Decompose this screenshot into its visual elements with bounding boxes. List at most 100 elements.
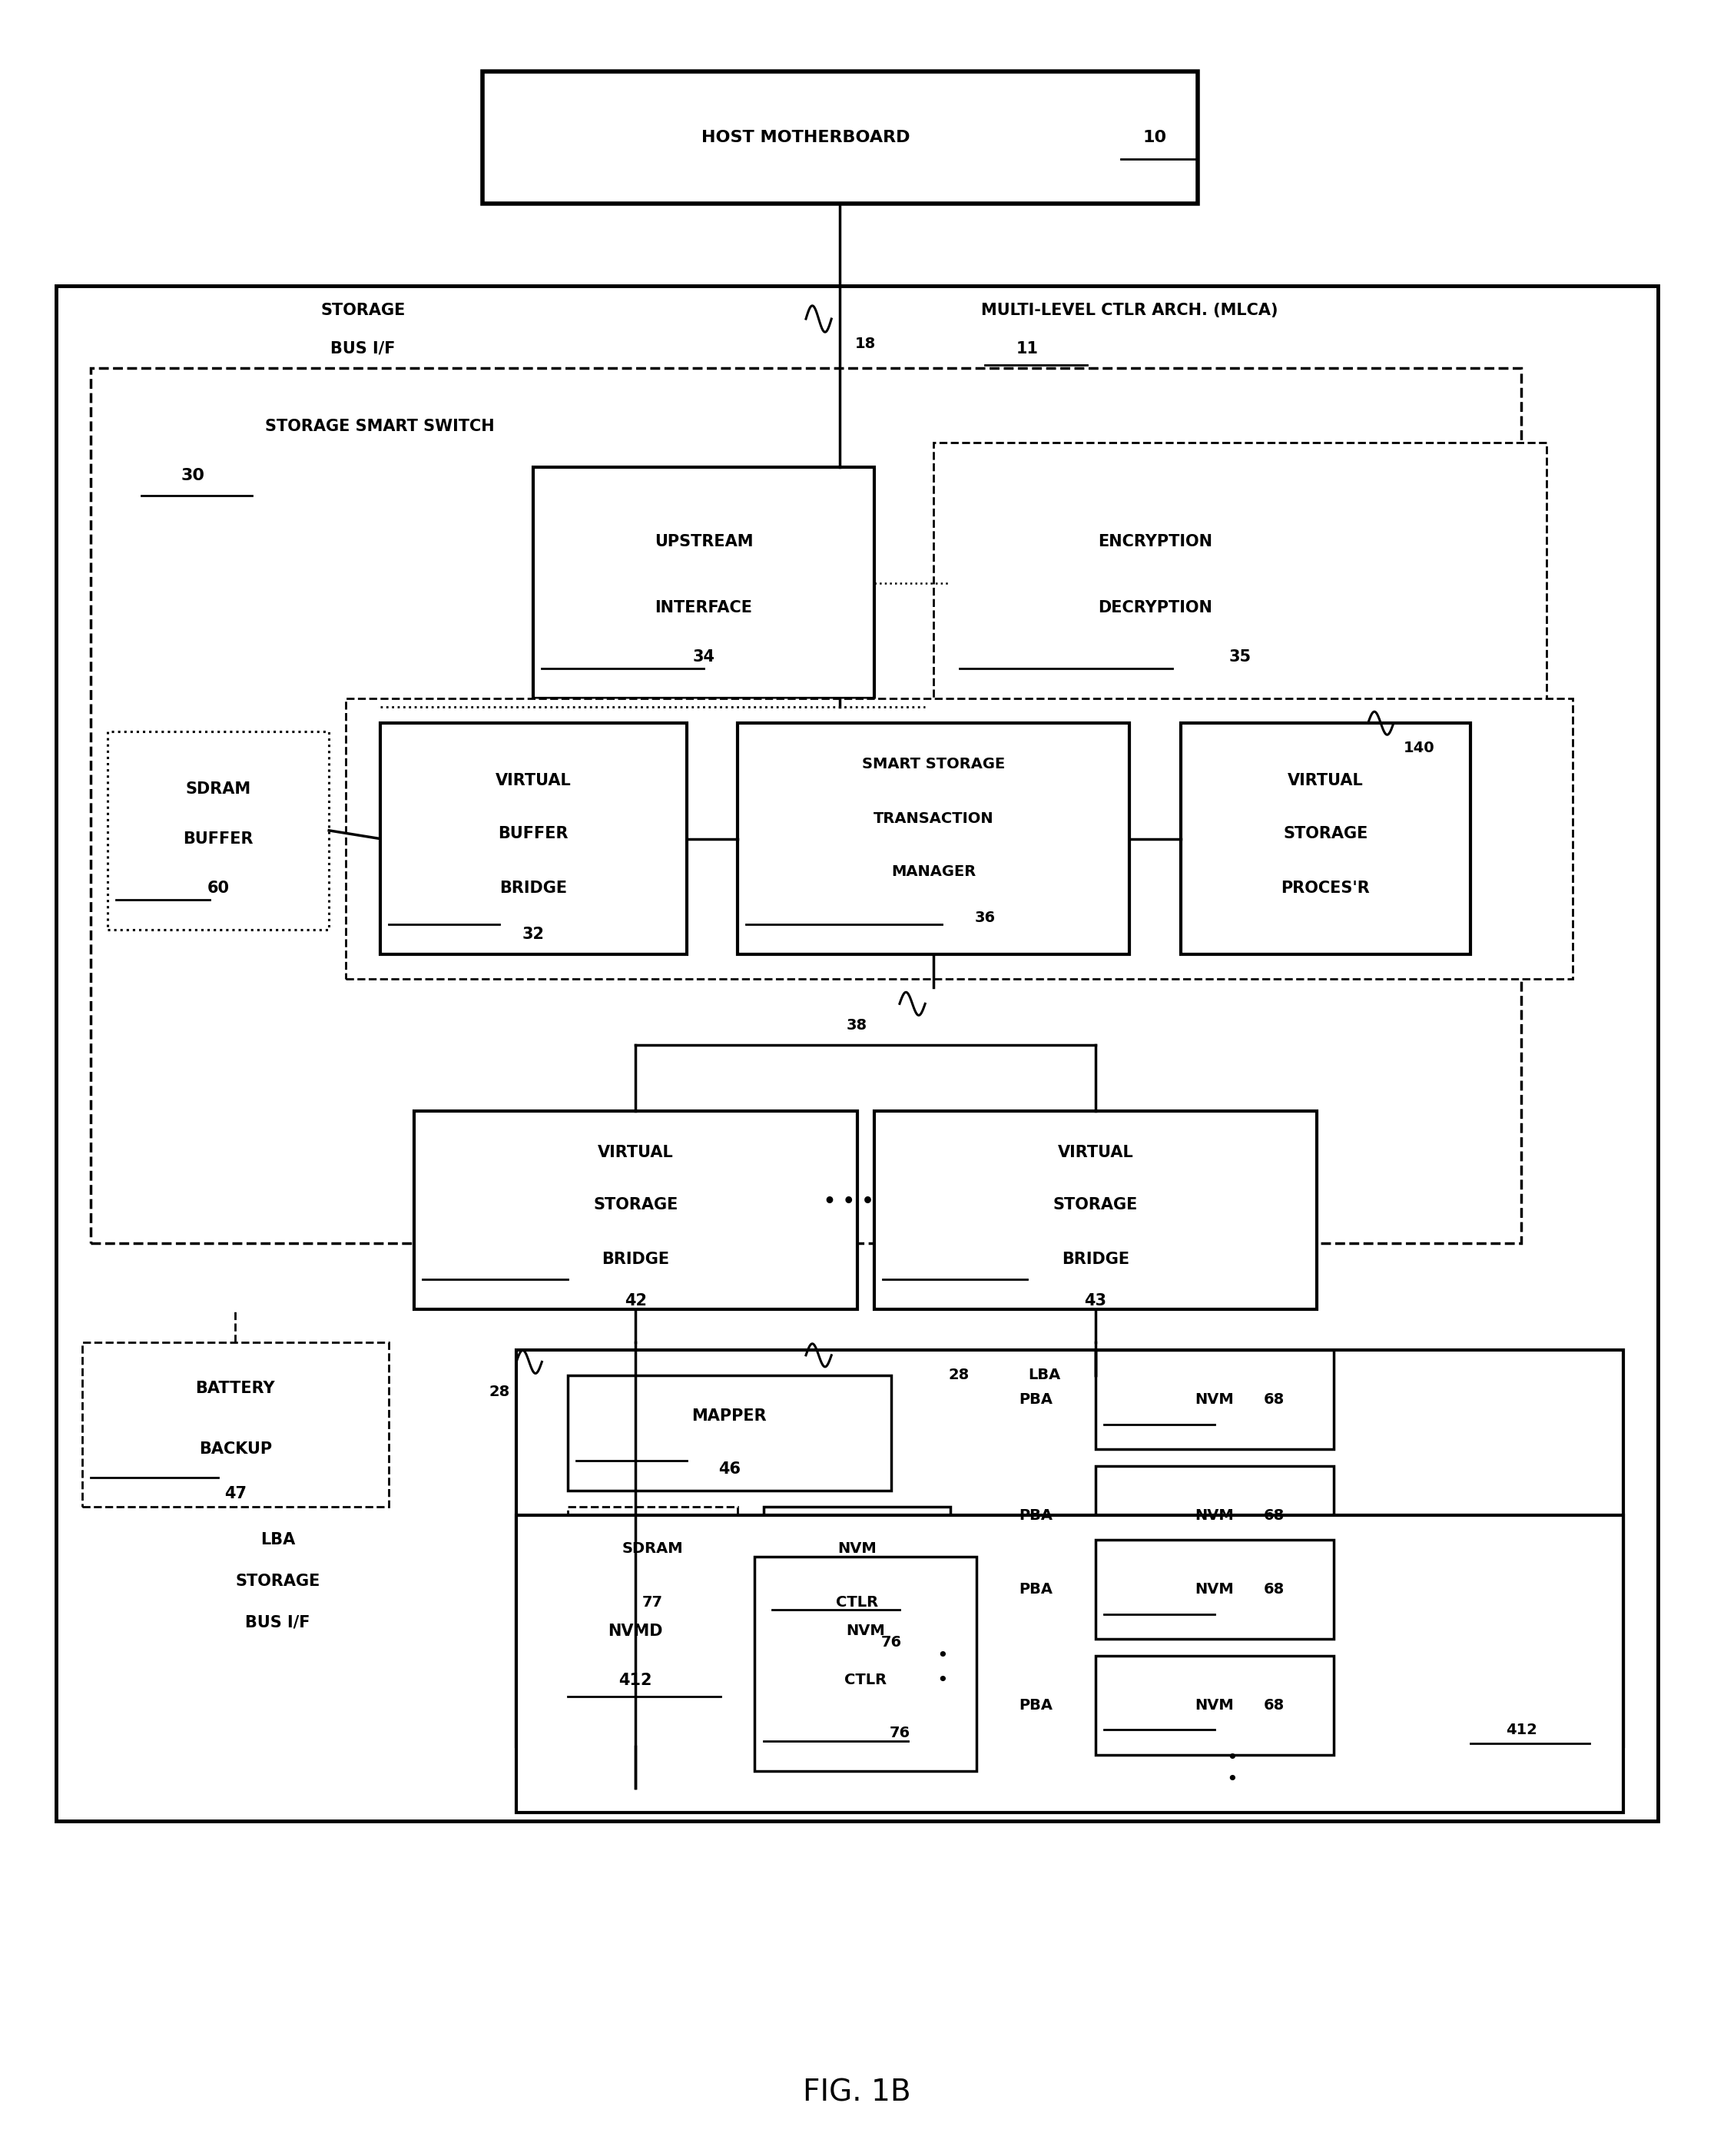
- Text: CTLR: CTLR: [845, 1673, 886, 1688]
- Bar: [91, 369, 1522, 1244]
- Text: 28: 28: [950, 1367, 970, 1382]
- Text: PBA: PBA: [1018, 1583, 1052, 1598]
- Text: UPSTREAM: UPSTREAM: [655, 535, 752, 550]
- Text: INTERFACE: INTERFACE: [655, 599, 752, 614]
- Bar: [567, 1507, 737, 1639]
- Text: SDRAM: SDRAM: [185, 780, 250, 798]
- Text: 18: 18: [855, 336, 876, 351]
- Bar: [533, 468, 874, 699]
- Text: 76: 76: [890, 1725, 910, 1740]
- Text: NVM: NVM: [1195, 1507, 1234, 1522]
- Text: STORAGE: STORAGE: [1052, 1197, 1138, 1214]
- Text: NVM: NVM: [1195, 1393, 1234, 1408]
- Text: BACKUP: BACKUP: [199, 1442, 273, 1457]
- Bar: [381, 722, 687, 955]
- Bar: [567, 1376, 891, 1490]
- Bar: [516, 1516, 1623, 1813]
- Text: 38: 38: [847, 1018, 867, 1033]
- Text: NVM: NVM: [1195, 1697, 1234, 1712]
- Text: NVMD: NVMD: [608, 1623, 663, 1639]
- Bar: [108, 731, 329, 929]
- Text: 32: 32: [523, 927, 545, 942]
- Bar: [82, 1341, 389, 1507]
- Text: STORAGE: STORAGE: [235, 1574, 321, 1589]
- Text: 412: 412: [1505, 1723, 1537, 1738]
- Text: MULTI-LEVEL CTLR ARCH. (MLCA): MULTI-LEVEL CTLR ARCH. (MLCA): [980, 304, 1279, 319]
- Text: 68: 68: [1263, 1583, 1286, 1598]
- Text: BRIDGE: BRIDGE: [1061, 1253, 1130, 1268]
- Text: SDRAM: SDRAM: [622, 1542, 684, 1557]
- Text: 68: 68: [1263, 1393, 1286, 1408]
- Text: LBA: LBA: [1028, 1367, 1061, 1382]
- Text: •: •: [1226, 1770, 1238, 1789]
- Text: 412: 412: [619, 1673, 653, 1688]
- Text: STORAGE: STORAGE: [1284, 826, 1368, 841]
- Text: 76: 76: [881, 1634, 902, 1649]
- Text: BUS I/F: BUS I/F: [245, 1615, 310, 1630]
- Text: 34: 34: [692, 649, 715, 664]
- Text: HOST MOTHERBOARD: HOST MOTHERBOARD: [701, 129, 910, 144]
- Text: NVM: NVM: [838, 1542, 876, 1557]
- Bar: [1095, 1656, 1333, 1755]
- Text: PBA: PBA: [1018, 1393, 1052, 1408]
- Text: 43: 43: [1085, 1294, 1107, 1309]
- Text: CTLR: CTLR: [836, 1595, 878, 1611]
- Text: STORAGE: STORAGE: [321, 304, 406, 319]
- Text: •: •: [936, 1647, 948, 1664]
- Text: 28: 28: [488, 1384, 509, 1399]
- Text: PBA: PBA: [1018, 1697, 1052, 1712]
- Text: 46: 46: [718, 1462, 740, 1477]
- Bar: [951, 468, 1359, 699]
- Text: MAPPER: MAPPER: [692, 1408, 766, 1423]
- Text: 140: 140: [1404, 742, 1435, 755]
- Text: 47: 47: [225, 1485, 247, 1501]
- Bar: [934, 442, 1546, 722]
- Bar: [1095, 1466, 1333, 1565]
- Text: TRANSACTION: TRANSACTION: [874, 811, 994, 826]
- Text: ENCRYPTION: ENCRYPTION: [1099, 535, 1212, 550]
- Text: 35: 35: [1229, 649, 1251, 664]
- Text: 60: 60: [207, 880, 230, 897]
- Text: SMART STORAGE: SMART STORAGE: [862, 757, 1004, 772]
- Bar: [874, 1110, 1316, 1309]
- Text: BATTERY: BATTERY: [195, 1380, 274, 1395]
- Text: 30: 30: [180, 468, 204, 483]
- Text: 77: 77: [643, 1595, 663, 1611]
- Text: •: •: [936, 1671, 948, 1690]
- Bar: [57, 287, 1657, 1820]
- Bar: [415, 1110, 857, 1309]
- Text: • • •: • • •: [823, 1192, 874, 1212]
- Bar: [763, 1507, 951, 1639]
- Text: BRIDGE: BRIDGE: [602, 1253, 670, 1268]
- Text: PROCES'R: PROCES'R: [1280, 880, 1369, 897]
- Text: BUFFER: BUFFER: [499, 826, 569, 841]
- Text: BUFFER: BUFFER: [183, 830, 254, 847]
- Bar: [346, 699, 1572, 979]
- Text: BUS I/F: BUS I/F: [331, 341, 396, 356]
- Text: MANAGER: MANAGER: [891, 865, 975, 880]
- Text: VIRTUAL: VIRTUAL: [495, 774, 571, 789]
- Text: 42: 42: [624, 1294, 646, 1309]
- Text: 68: 68: [1263, 1507, 1286, 1522]
- Text: DECRYPTION: DECRYPTION: [1099, 599, 1212, 614]
- Text: LBA: LBA: [261, 1533, 295, 1548]
- Text: 68: 68: [1263, 1697, 1286, 1712]
- Bar: [516, 1350, 1623, 1746]
- Bar: [482, 71, 1198, 203]
- Text: 11: 11: [1016, 341, 1039, 356]
- Text: VIRTUAL: VIRTUAL: [1058, 1145, 1133, 1160]
- Text: NVM: NVM: [1195, 1583, 1234, 1598]
- Text: 10: 10: [1143, 129, 1167, 144]
- Text: VIRTUAL: VIRTUAL: [598, 1145, 674, 1160]
- Text: BRIDGE: BRIDGE: [499, 880, 567, 897]
- Text: 36: 36: [974, 910, 996, 925]
- Bar: [1095, 1539, 1333, 1639]
- Text: PBA: PBA: [1018, 1507, 1052, 1522]
- Text: STORAGE: STORAGE: [593, 1197, 679, 1214]
- Text: FIG. 1B: FIG. 1B: [802, 2078, 912, 2109]
- Bar: [1095, 1350, 1333, 1449]
- Text: VIRTUAL: VIRTUAL: [1287, 774, 1363, 789]
- Bar: [754, 1557, 977, 1770]
- Text: STORAGE SMART SWITCH: STORAGE SMART SWITCH: [266, 418, 495, 433]
- Bar: [1181, 722, 1471, 955]
